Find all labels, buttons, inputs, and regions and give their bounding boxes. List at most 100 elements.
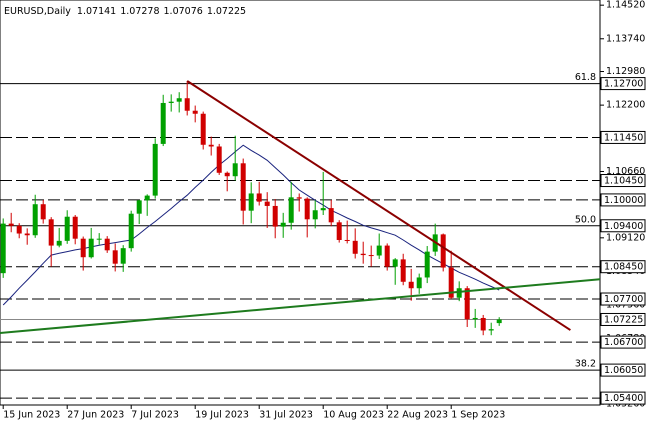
level-box — [600, 77, 646, 91]
candle-body — [32, 204, 38, 236]
candle-body — [216, 146, 222, 173]
level-label: 1.06700 — [604, 337, 643, 348]
x-tick-label: 7 Jul 2023 — [131, 410, 179, 421]
candle-body — [136, 200, 142, 214]
candle-body — [440, 234, 446, 268]
x-tick-label: 27 Jun 2023 — [67, 410, 124, 421]
x-tick-label: 19 Jul 2023 — [195, 410, 249, 421]
header: EURUSD,Daily 1.07141 1.07278 1.07076 1.07225 — [4, 6, 246, 17]
candle-body — [56, 240, 62, 246]
candle-body — [384, 245, 390, 267]
candle-body — [416, 277, 422, 289]
candle-body — [96, 238, 102, 240]
candle-body — [24, 233, 30, 236]
candle-body — [368, 255, 374, 257]
header-low: 1.07076 — [164, 6, 203, 17]
candle-body — [248, 193, 254, 211]
level-label: 1.12700 — [604, 79, 643, 90]
y-tick-label: 1.12200 — [606, 100, 645, 111]
candle-body — [280, 222, 286, 227]
level-box — [600, 193, 646, 207]
candle-body — [448, 267, 454, 298]
candle-body — [344, 239, 350, 241]
level-label: 1.07225 — [604, 314, 643, 325]
fib-label: 38.2 — [575, 359, 596, 370]
symbol: EURUSD,Daily — [4, 6, 71, 17]
candle-body — [480, 317, 486, 331]
x-tick-label: 1 Sep 2023 — [451, 410, 505, 421]
level-label: 1.08450 — [604, 262, 643, 273]
candle-body — [40, 204, 46, 220]
candle-body — [304, 198, 310, 220]
level-box — [600, 174, 646, 188]
trendline — [0, 278, 601, 335]
candle-body — [288, 197, 294, 223]
header-high: 1.07278 — [120, 6, 159, 17]
candle-body — [400, 259, 406, 282]
level-box — [600, 335, 646, 349]
level-label: 1.10450 — [604, 176, 643, 187]
candle-body — [64, 216, 70, 241]
level-box — [600, 219, 646, 233]
candle-body — [72, 216, 78, 239]
candle-body — [488, 329, 494, 331]
candle-body — [152, 143, 158, 196]
candle-body — [16, 225, 22, 234]
candle-body — [272, 205, 278, 227]
candle-body — [184, 98, 190, 111]
candle-body — [496, 319, 502, 324]
fib-label: 61.8 — [575, 72, 596, 83]
y-tick-label: 1.14520 — [606, 0, 645, 11]
candle-body — [80, 238, 86, 258]
x-tick-label: 15 Jun 2023 — [3, 410, 60, 421]
candle-body — [240, 163, 246, 211]
candle-body — [176, 98, 182, 102]
candle-body — [392, 259, 398, 267]
candle-body — [128, 213, 134, 249]
moving-average — [2, 144, 500, 306]
candle-body — [360, 253, 366, 256]
level-label: 1.07700 — [604, 294, 643, 305]
candle-body — [88, 238, 94, 258]
candle-body — [0, 223, 6, 274]
candle-body — [376, 245, 382, 256]
level-box — [600, 260, 646, 274]
candle-body — [112, 250, 118, 264]
fib-label: 50.0 — [575, 214, 596, 225]
candle-body — [8, 223, 14, 226]
candle-body — [336, 222, 342, 240]
y-tick-label: 1.13740 — [606, 33, 645, 44]
candle-body — [296, 197, 302, 199]
x-tick-label: 10 Aug 2023 — [323, 410, 384, 421]
level-label: 1.05400 — [604, 393, 643, 404]
level-box — [600, 363, 646, 377]
level-label: 1.06050 — [604, 365, 643, 376]
y-tick-label: 1.12980 — [606, 66, 645, 77]
x-tick-label: 31 Jul 2023 — [259, 410, 313, 421]
candle-body — [320, 208, 326, 211]
level-box — [600, 292, 646, 306]
candle-body — [168, 101, 174, 103]
candle-body — [464, 288, 470, 320]
candle-body — [472, 317, 478, 320]
x-tick-label: 22 Aug 2023 — [387, 410, 448, 421]
level-box — [600, 391, 646, 405]
candle-body — [48, 219, 54, 246]
candle-body — [192, 110, 198, 114]
y-tick-label: 1.09120 — [606, 232, 645, 243]
candle-body — [264, 201, 270, 206]
level-label: 1.09400 — [604, 221, 643, 232]
candle-body — [120, 248, 126, 264]
candle-body — [408, 281, 414, 289]
level-box — [600, 312, 646, 326]
candle-body — [328, 208, 334, 223]
candle-body — [256, 193, 262, 202]
candle-body — [200, 113, 206, 145]
level-box — [600, 130, 646, 144]
candle-body — [352, 240, 358, 254]
candle-body — [104, 238, 110, 251]
plot-frame — [0, 0, 601, 406]
candle-body — [160, 102, 166, 144]
